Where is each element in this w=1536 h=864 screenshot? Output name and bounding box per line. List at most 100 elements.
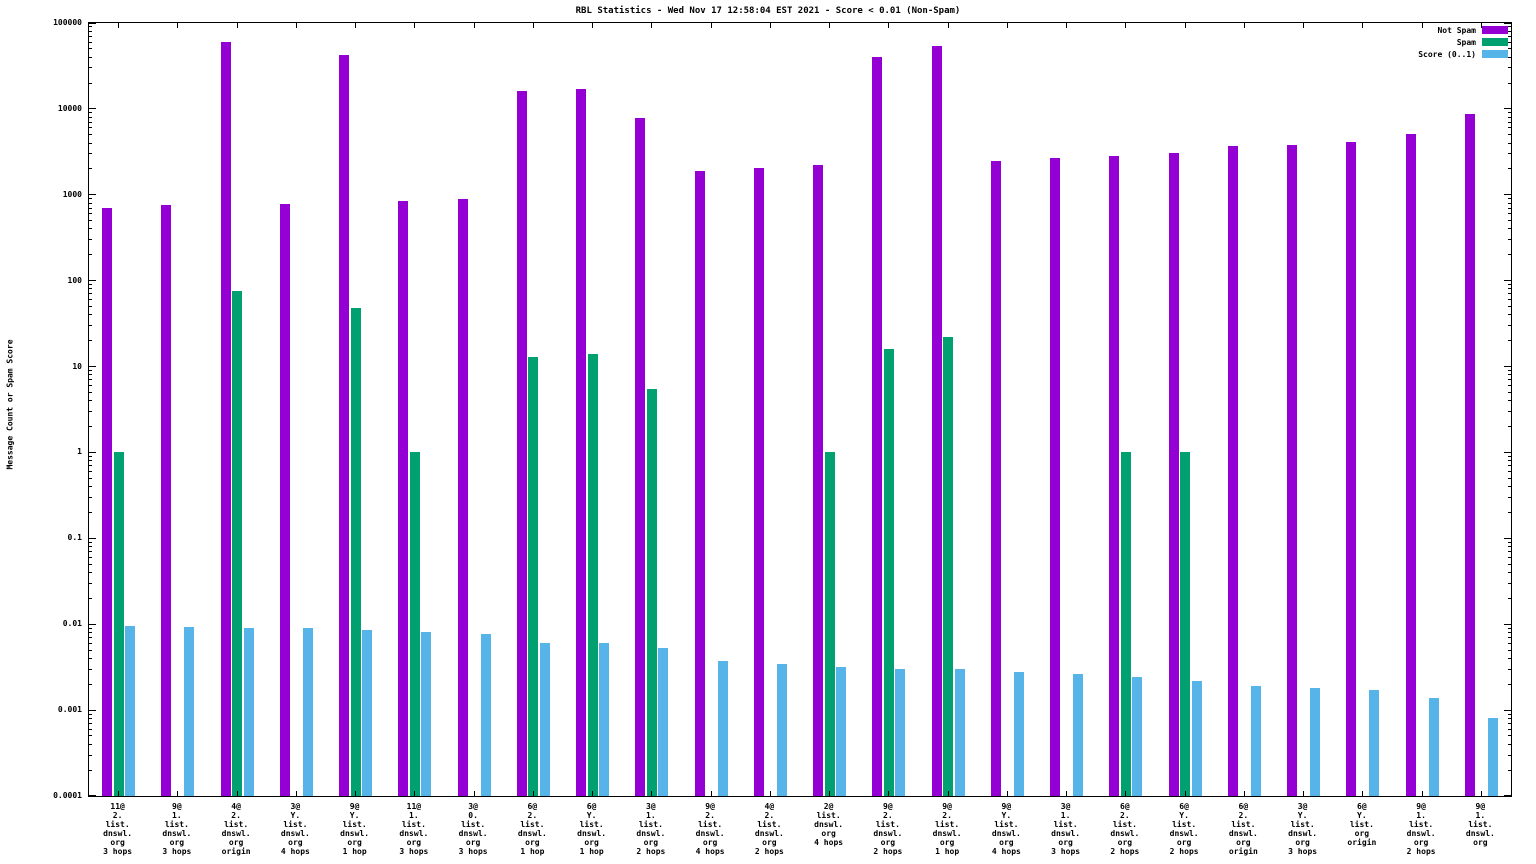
bar-not-spam <box>102 208 113 796</box>
y-major-tick <box>1504 23 1511 24</box>
y-minor-tick <box>1508 314 1511 316</box>
x-category-label-line: 9@ <box>1416 802 1426 811</box>
x-category-label-line: 1 hop <box>935 847 960 856</box>
legend-swatch-not-spam <box>1482 26 1508 34</box>
bar-spam <box>646 388 657 796</box>
x-category-label-line: Y. <box>1179 811 1189 820</box>
y-minor-tick <box>89 735 92 737</box>
bar-spam <box>883 349 894 796</box>
y-minor-tick <box>1508 465 1511 467</box>
x-category-label-line: dnswl. <box>873 829 903 838</box>
x-category-label-line: 2. <box>764 811 775 820</box>
y-minor-tick <box>1508 582 1511 584</box>
x-tick <box>118 791 120 796</box>
x-category-label-line: list. <box>994 820 1019 829</box>
y-minor-tick <box>89 556 92 558</box>
x-category-label: 9@ 1. list. dnswl. org <box>1451 802 1509 847</box>
y-minor-tick <box>1508 455 1511 457</box>
x-tick <box>710 23 712 28</box>
x-category-label-line: Y. <box>1357 811 1367 820</box>
legend-label: Score (0..1) <box>1418 49 1476 59</box>
y-minor-tick <box>1508 340 1511 342</box>
y-minor-tick <box>1508 207 1511 209</box>
bar-score-0-1 <box>776 664 787 796</box>
y-minor-tick <box>1508 134 1511 136</box>
y-minor-tick <box>1508 228 1511 230</box>
y-minor-tick <box>89 239 92 241</box>
x-category-label-line: 2 hops <box>873 847 903 856</box>
x-category-label-line: dnswl. <box>932 829 962 838</box>
y-minor-tick <box>1508 41 1511 43</box>
x-category-label: 4@ 2. list. dnswl. org 2 hops <box>740 802 798 856</box>
plot-area <box>88 22 1512 797</box>
x-category-label-line: list. <box>1290 820 1315 829</box>
x-category-label-line: org <box>288 838 303 847</box>
x-category-label-line: 11@ <box>406 802 422 811</box>
y-minor-tick <box>89 668 92 670</box>
x-category-label-line: list. <box>1349 820 1374 829</box>
y-minor-tick <box>1508 400 1511 402</box>
y-minor-tick <box>1508 35 1511 37</box>
x-tick <box>532 23 534 28</box>
y-tick-label: 100 <box>67 275 82 285</box>
legend-swatch-score-0-1 <box>1482 50 1508 58</box>
bar-not-spam <box>872 57 883 796</box>
x-category-label-line: dnswl. <box>1169 829 1199 838</box>
bar-score-0-1 <box>895 669 906 796</box>
y-minor-tick <box>89 426 92 428</box>
x-tick <box>1125 23 1127 28</box>
x-category-label-line: 1. <box>1475 811 1486 820</box>
bar-score-0-1 <box>125 626 136 796</box>
y-minor-tick <box>1508 637 1511 639</box>
bar-not-spam <box>813 165 824 796</box>
y-minor-tick <box>89 572 92 573</box>
x-category-label-line: 3 hops <box>1051 847 1081 856</box>
x-category-label-line: list. <box>1409 820 1434 829</box>
y-minor-tick <box>89 198 92 200</box>
x-category-label-line: list. <box>461 820 486 829</box>
x-tick <box>1006 23 1008 28</box>
x-tick <box>1421 791 1423 796</box>
x-category-label-line: 1 hop <box>520 847 545 856</box>
y-minor-tick <box>89 142 92 144</box>
x-category-label: 11@ 2. list. dnswl. org 3 hops <box>89 802 147 856</box>
y-minor-tick <box>89 325 92 327</box>
y-minor-tick <box>89 67 92 69</box>
legend-item: Not Spam <box>1418 24 1508 36</box>
x-category-label-line: 2. <box>231 811 241 820</box>
y-minor-tick <box>89 486 92 488</box>
bar-not-spam <box>1050 157 1061 796</box>
x-category-label-line: origin <box>221 847 251 856</box>
y-minor-tick <box>1508 410 1511 412</box>
y-minor-tick <box>89 293 92 295</box>
x-category-label-line: org <box>1413 838 1429 847</box>
x-tick <box>592 791 594 796</box>
y-minor-tick <box>89 717 92 719</box>
y-minor-tick <box>1508 385 1511 387</box>
x-category-label: 3@ Y. list. dnswl. org 3 hops <box>1274 802 1332 856</box>
x-category-label-line: dnswl. <box>1465 829 1495 838</box>
x-category-label-line: dnswl. <box>1288 829 1318 838</box>
x-category-label-line: 4 hops <box>695 847 725 856</box>
y-minor-tick <box>1508 284 1511 286</box>
x-tick <box>888 23 890 28</box>
x-category-label-line: org <box>1236 838 1251 847</box>
y-minor-tick <box>89 400 92 402</box>
bar-score-0-1 <box>1487 718 1498 796</box>
bar-not-spam <box>1464 113 1475 796</box>
x-category-label: 9@ 2. list. dnswl. org 4 hops <box>681 802 739 856</box>
bar-not-spam <box>576 89 587 796</box>
x-category-label-line: Y. <box>349 811 360 820</box>
y-minor-tick <box>89 597 92 599</box>
y-minor-tick <box>1508 627 1511 629</box>
bar-score-0-1 <box>539 642 550 796</box>
bar-spam <box>232 291 243 796</box>
y-minor-tick <box>1508 460 1511 462</box>
y-major-tick <box>89 451 96 453</box>
x-category-label-line: 3@ <box>468 802 478 811</box>
bar-not-spam <box>220 42 231 796</box>
y-minor-tick <box>1508 486 1511 488</box>
y-minor-tick <box>1508 769 1511 771</box>
y-minor-tick <box>1508 30 1511 32</box>
y-minor-tick <box>89 769 92 771</box>
